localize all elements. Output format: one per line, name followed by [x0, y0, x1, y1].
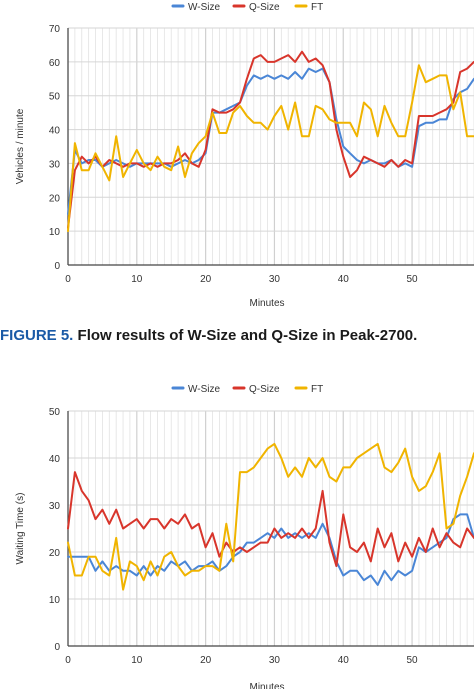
series-line-w-size [67, 67, 474, 216]
legend-label-q-size: Q-Size [249, 384, 280, 395]
x-tick-label: 30 [269, 655, 281, 666]
chart-2: 0 10 20 30 40 50 0 10 20 30 40 50 Minutes Waiting Tim… [15, 384, 474, 689]
x-tick-label: 10 [131, 655, 143, 666]
y-tick-label: 40 [49, 126, 61, 137]
y-tick-label: 40 [49, 454, 61, 465]
series-line-ft [67, 442, 474, 591]
x-tick-label: 40 [338, 655, 350, 666]
y-tick-label: 0 [54, 261, 60, 272]
x-tick-label: 20 [200, 274, 212, 285]
legend-label-ft: FT [311, 2, 323, 13]
x-tick-label: 50 [407, 655, 419, 666]
chart-1: 0 10 20 30 40 50 60 70 0 10 20 30 40 50 Minutes Vehicle… [15, 2, 474, 309]
y-tick-label: 50 [49, 92, 61, 103]
y-tick-label: 70 [49, 24, 61, 35]
figure-caption: FIGURE 5. Flow results of W-Size and Q-S… [0, 327, 474, 349]
x-tick-label: 20 [200, 655, 212, 666]
x-tick-label: 30 [269, 274, 281, 285]
series-line-ft [67, 64, 474, 233]
x-tick-label: 0 [65, 274, 71, 285]
x-tick-label: 0 [65, 655, 71, 666]
y-axis-label: Waiting Time (s) [15, 493, 26, 565]
series-line-q-size [67, 50, 474, 229]
figure-caption-label: FIGURE 5. [0, 327, 74, 344]
y-tick-label: 30 [49, 501, 61, 512]
y-tick-label: 10 [49, 227, 61, 238]
x-axis-label: Minutes [249, 682, 284, 689]
y-tick-label: 0 [54, 642, 60, 653]
y-axis-label: Vehicles / minute [15, 108, 26, 184]
x-tick-label: 50 [407, 274, 419, 285]
legend-label-ft: FT [311, 384, 323, 395]
y-tick-label: 30 [49, 159, 61, 170]
y-tick-label: 20 [49, 548, 61, 559]
legend-label-w-size: W-Size [188, 2, 220, 13]
y-tick-label: 60 [49, 58, 61, 69]
series-line-q-size [67, 471, 474, 568]
y-tick-label: 20 [49, 193, 61, 204]
legend-label-w-size: W-Size [188, 384, 220, 395]
legend-label-q-size: Q-Size [249, 2, 280, 13]
x-axis-label: Minutes [249, 298, 284, 309]
y-tick-label: 10 [49, 595, 61, 606]
y-tick-label: 50 [49, 407, 61, 418]
x-tick-label: 10 [131, 274, 143, 285]
figure-caption-text: Flow results of W-Size and Q-Size in Pea… [73, 327, 418, 344]
x-tick-label: 40 [338, 274, 350, 285]
